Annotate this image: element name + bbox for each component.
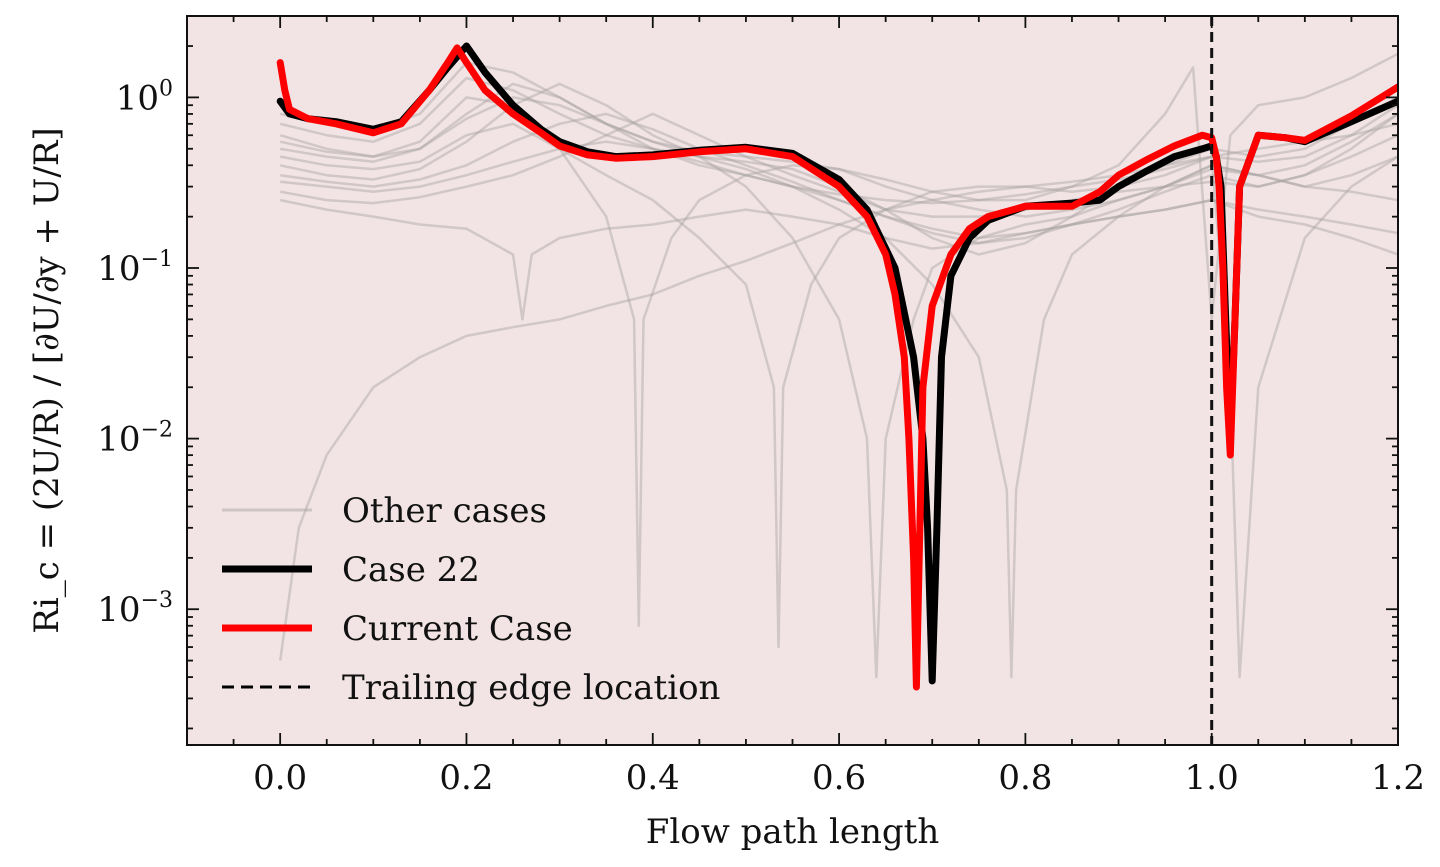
legend-label: Other cases bbox=[342, 491, 547, 531]
y-tick-exponent: −3 bbox=[141, 588, 173, 613]
x-tick-label: 0.4 bbox=[626, 758, 680, 798]
y-tick-base: 10 bbox=[97, 590, 140, 630]
current-case-line bbox=[276, 44, 1398, 691]
y-tick-exponent: −1 bbox=[141, 247, 173, 272]
y-tick-exponent: 0 bbox=[159, 76, 173, 101]
legend-label: Trailing edge location bbox=[342, 668, 720, 708]
y-tick-label: 10−3 bbox=[97, 588, 173, 630]
x-tick-label: 1.0 bbox=[1185, 758, 1239, 798]
other-case-line bbox=[279, 96, 1398, 679]
other-case-line bbox=[280, 140, 1398, 679]
x-tick-label: 0.2 bbox=[439, 758, 493, 798]
other-case-line bbox=[279, 198, 1398, 321]
x-axis-title: Flow path length bbox=[646, 812, 939, 852]
other-case-line bbox=[279, 82, 1398, 679]
y-tick-base: 10 bbox=[97, 420, 140, 460]
y-tick-base: 10 bbox=[97, 249, 140, 289]
x-tick-label: 0.8 bbox=[998, 758, 1052, 798]
legend: Other cases Case 22 Current Case Trailing e… bbox=[222, 491, 720, 708]
other-case-line bbox=[279, 82, 1398, 245]
y-axis-title: Ri_c = (2U/R) / [∂U/∂y + U/R] bbox=[27, 127, 67, 633]
other-case-line bbox=[278, 122, 1398, 661]
y-tick-base: 10 bbox=[116, 78, 159, 118]
x-tick-label: 0.6 bbox=[812, 758, 866, 798]
x-tick-label: 1.2 bbox=[1371, 758, 1425, 798]
other-case-line bbox=[279, 96, 1398, 628]
other-case-line bbox=[279, 104, 1398, 649]
y-tick-exponent: −2 bbox=[141, 418, 173, 443]
y-axis-title-text: Ri_c = (2U/R) / [∂U/∂y + U/R] bbox=[27, 127, 67, 633]
legend-label: Case 22 bbox=[342, 550, 480, 590]
y-tick-label: 100 bbox=[116, 76, 173, 118]
y-tick-label: 10−2 bbox=[97, 418, 173, 460]
series-layer bbox=[276, 42, 1398, 691]
x-tick-label: 0.0 bbox=[253, 758, 307, 798]
legend-label: Current Case bbox=[342, 609, 573, 649]
y-tick-label: 10−1 bbox=[97, 247, 173, 289]
